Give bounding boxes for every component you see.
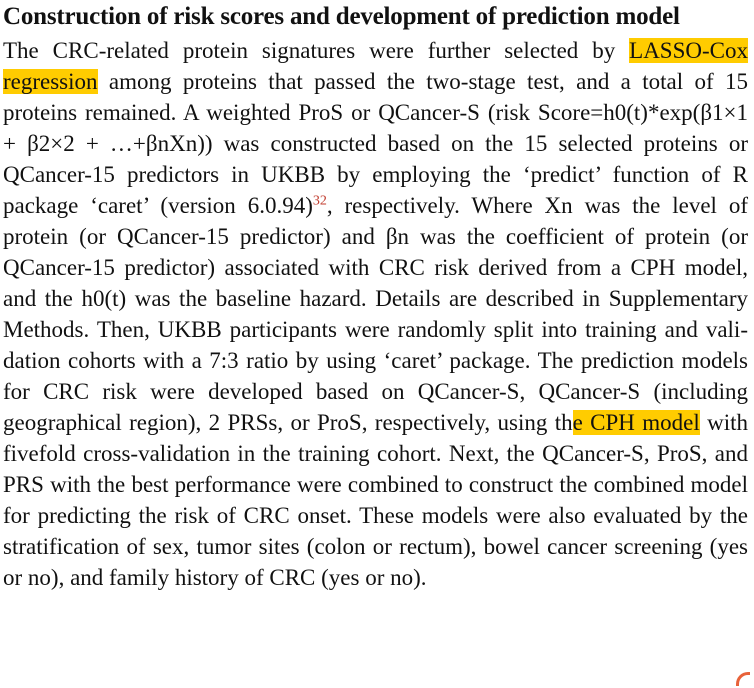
- annotation-corner-icon: [736, 672, 750, 686]
- text-segment: among proteins that passed the two-stage…: [3, 69, 748, 218]
- text-segment: with fivefold cross-validation in the tr…: [3, 410, 748, 590]
- text-segment: The CRC-related protein signatures were …: [3, 38, 630, 63]
- reference-citation[interactable]: 32: [312, 193, 327, 209]
- text-segment: , respectively. Where Xn was the level o…: [3, 193, 748, 435]
- section-heading: Construction of risk scores and developm…: [3, 3, 680, 30]
- article-page: Construction of risk scores and developm…: [3, 2, 748, 593]
- highlighted-text[interactable]: e CPH model: [572, 410, 700, 435]
- body-paragraph: The CRC-related protein signatures were …: [3, 35, 748, 593]
